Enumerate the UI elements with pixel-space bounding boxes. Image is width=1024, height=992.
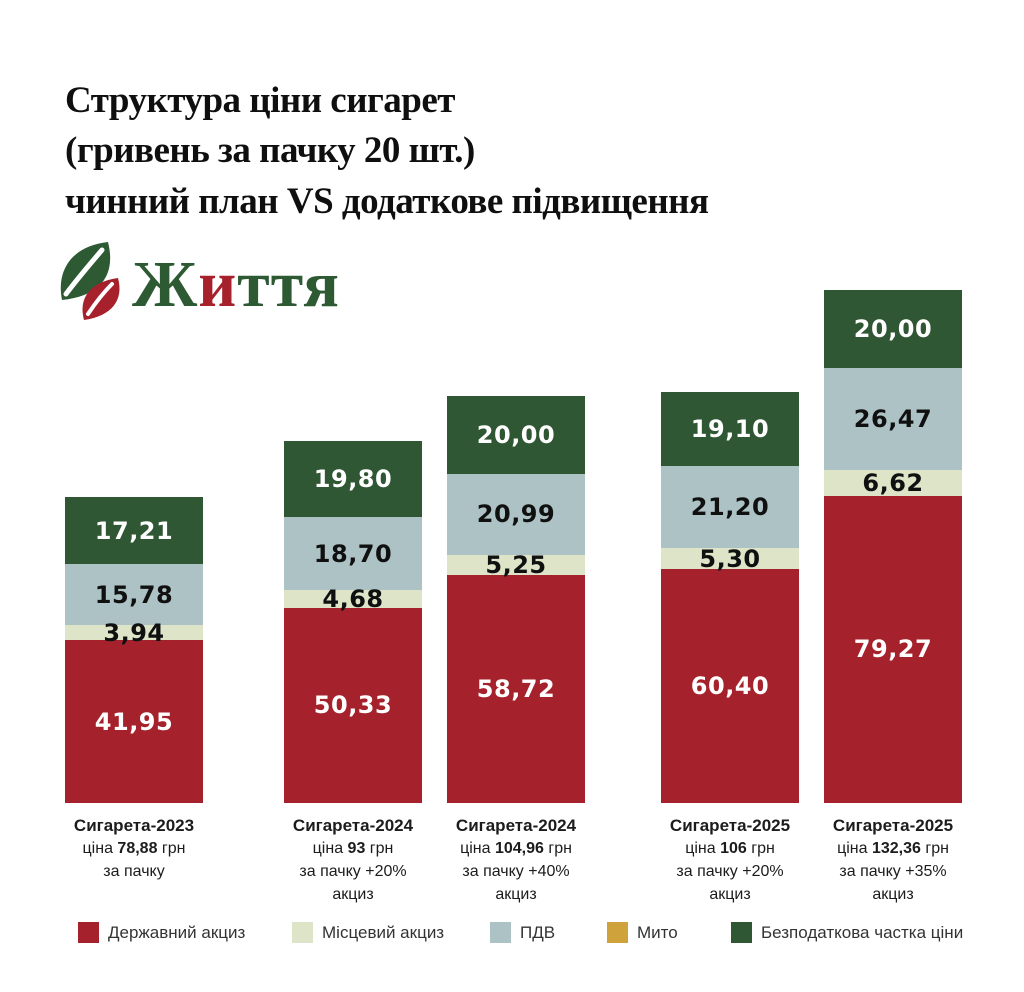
bar-caption-extra: акциз [495,886,537,903]
segment-value-label: 60,40 [690,671,770,700]
bar-caption-price: ціна 104,96 грн [460,840,572,857]
stacked-bar: 19,80 18,70 4,68 50,33 [284,440,422,803]
chart-title-line1: Структура ціни сигарет [65,80,455,121]
bar-caption-extra: за пачку +35% [839,863,947,880]
leaf-logo-icon [56,240,126,324]
segment-value-label: 5,25 [485,551,547,580]
legend-item-duty: Мито [607,922,678,943]
bar-segment-state_excise: 50,33 [284,607,422,803]
bar-segment-local_excise: 4,68 [284,585,422,613]
bar-segment-local_excise: 5,25 [447,551,585,579]
bar-caption-extra: акциз [872,886,914,903]
logo-wordmark: Життя [132,246,340,324]
bar-segment-state_excise: 60,40 [661,568,799,803]
segment-value-label: 20,99 [476,500,556,529]
bar-segment-tax_free: 20,00 [824,290,962,368]
bar-caption-name: Сигарета-2025 [669,816,791,835]
bar-segment-vat: 18,70 [284,517,422,590]
bar-caption-price: ціна 78,88 грн [82,840,186,857]
legend-item-vat: ПДВ [490,922,555,943]
logo-letter-y: и [198,248,238,321]
chart-title-line2: (гривень за пачку 20 шт.) [65,130,475,172]
segment-value-label: 41,95 [94,707,174,736]
segment-value-label: 5,30 [699,544,761,573]
chart-title: Структура ціни сигарет (гривень за пачку… [65,76,709,227]
legend-label: Місцевий акциз [322,922,445,942]
legend-swatch-duty [607,922,628,943]
segment-value-label: 3,94 [103,618,165,647]
bar-caption-extra: акциз [709,886,751,903]
segment-value-label: 19,10 [690,415,770,444]
bar-caption-extra: акциз [332,886,374,903]
bar-segment-local_excise: 3,94 [65,619,203,647]
segment-value-label: 21,20 [690,493,770,522]
segment-value-label: 79,27 [853,635,933,664]
segment-value-label: 50,33 [313,691,393,720]
stacked-bar: 20,00 20,99 5,25 58,72 [447,396,585,803]
stacked-bar: 17,21 15,78 3,94 41,95 [65,497,203,803]
segment-value-label: 18,70 [313,539,393,568]
legend-swatch-vat [490,922,511,943]
bar-segment-state_excise: 79,27 [824,495,962,803]
legend-label: ПДВ [520,922,556,942]
bar-caption-extra: за пачку [103,863,165,880]
legend-item-tax_free: Безподаткова частка ціни [731,922,963,943]
bar-caption-price: ціна 132,36 грн [837,840,949,857]
bar-segment-local_excise: 6,62 [824,468,962,497]
legend-item-local_excise: Місцевий акциз [292,922,444,943]
bar-caption: Сигарета-2023 ціна 78,88 грн за пачку [34,814,234,883]
bar-caption-extra: за пачку +40% [462,863,570,880]
bar-segment-vat: 20,99 [447,473,585,556]
bar-caption-name: Сигарета-2023 [73,816,195,835]
bar-segment-state_excise: 41,95 [65,640,203,803]
bar-segment-vat: 21,20 [661,466,799,549]
bar-caption-extra: за пачку +20% [676,863,784,880]
bar-caption: Сигарета-2025 ціна 132,36 грн за пачку +35… [793,814,993,906]
bar-caption: Сигарета-2024 ціна 104,96 грн за пачку +40… [416,814,616,906]
bar-caption-name: Сигарета-2024 [292,816,414,835]
segment-value-label: 58,72 [476,675,556,704]
bar-caption-extra: за пачку +20% [299,863,407,880]
bar-segment-vat: 15,78 [65,564,203,626]
bar-segment-tax_free: 19,10 [661,392,799,467]
bar-caption: Сигарета-2024 ціна 93 грн за пачку +20% акц… [253,814,453,906]
bar-segment-state_excise: 58,72 [447,575,585,803]
bar-segment-local_excise: 5,30 [661,545,799,573]
segment-value-label: 15,78 [94,580,174,609]
legend-label: Державний акциз [108,922,246,942]
zhyttia-logo: Життя [56,240,340,324]
bar-caption: Сигарета-2025 ціна 106 грн за пачку +20% ак… [630,814,830,906]
segment-value-label: 19,80 [313,465,393,493]
bar-caption-name: Сигарета-2025 [832,816,954,835]
segment-value-label: 20,00 [476,421,556,450]
stacked-bar: 20,00 26,47 6,62 79,27 [824,290,962,803]
segment-value-label: 4,68 [322,584,384,613]
bar-segment-tax_free: 17,21 [65,497,203,565]
stacked-bar: 19,10 21,20 5,30 60,40 [661,392,799,803]
segment-value-label: 26,47 [853,404,933,433]
legend-swatch-state_excise [78,922,99,943]
bar-segment-tax_free: 20,00 [447,396,585,474]
chart-title-line3: чинний план VS додаткове підвищення [65,180,709,222]
legend-label: Мито [637,922,678,942]
legend-swatch-tax_free [731,922,752,943]
legend-swatch-local_excise [292,922,313,943]
bar-caption-name: Сигарета-2024 [455,816,577,835]
logo-letter-zh: Ж [132,248,199,321]
segment-value-label: 20,00 [853,314,933,343]
bar-caption-price: ціна 93 грн [312,840,394,857]
logo-letters-ttia: ття [237,248,340,321]
bar-segment-tax_free: 19,80 [284,440,422,518]
segment-value-label: 17,21 [94,516,174,545]
legend-item-state_excise: Державний акциз [78,922,245,943]
bar-caption-price: ціна 106 грн [685,840,775,857]
segment-value-label: 6,62 [862,468,924,497]
bar-segment-vat: 26,47 [824,367,962,471]
legend-label: Безподаткова частка ціни [761,922,964,942]
